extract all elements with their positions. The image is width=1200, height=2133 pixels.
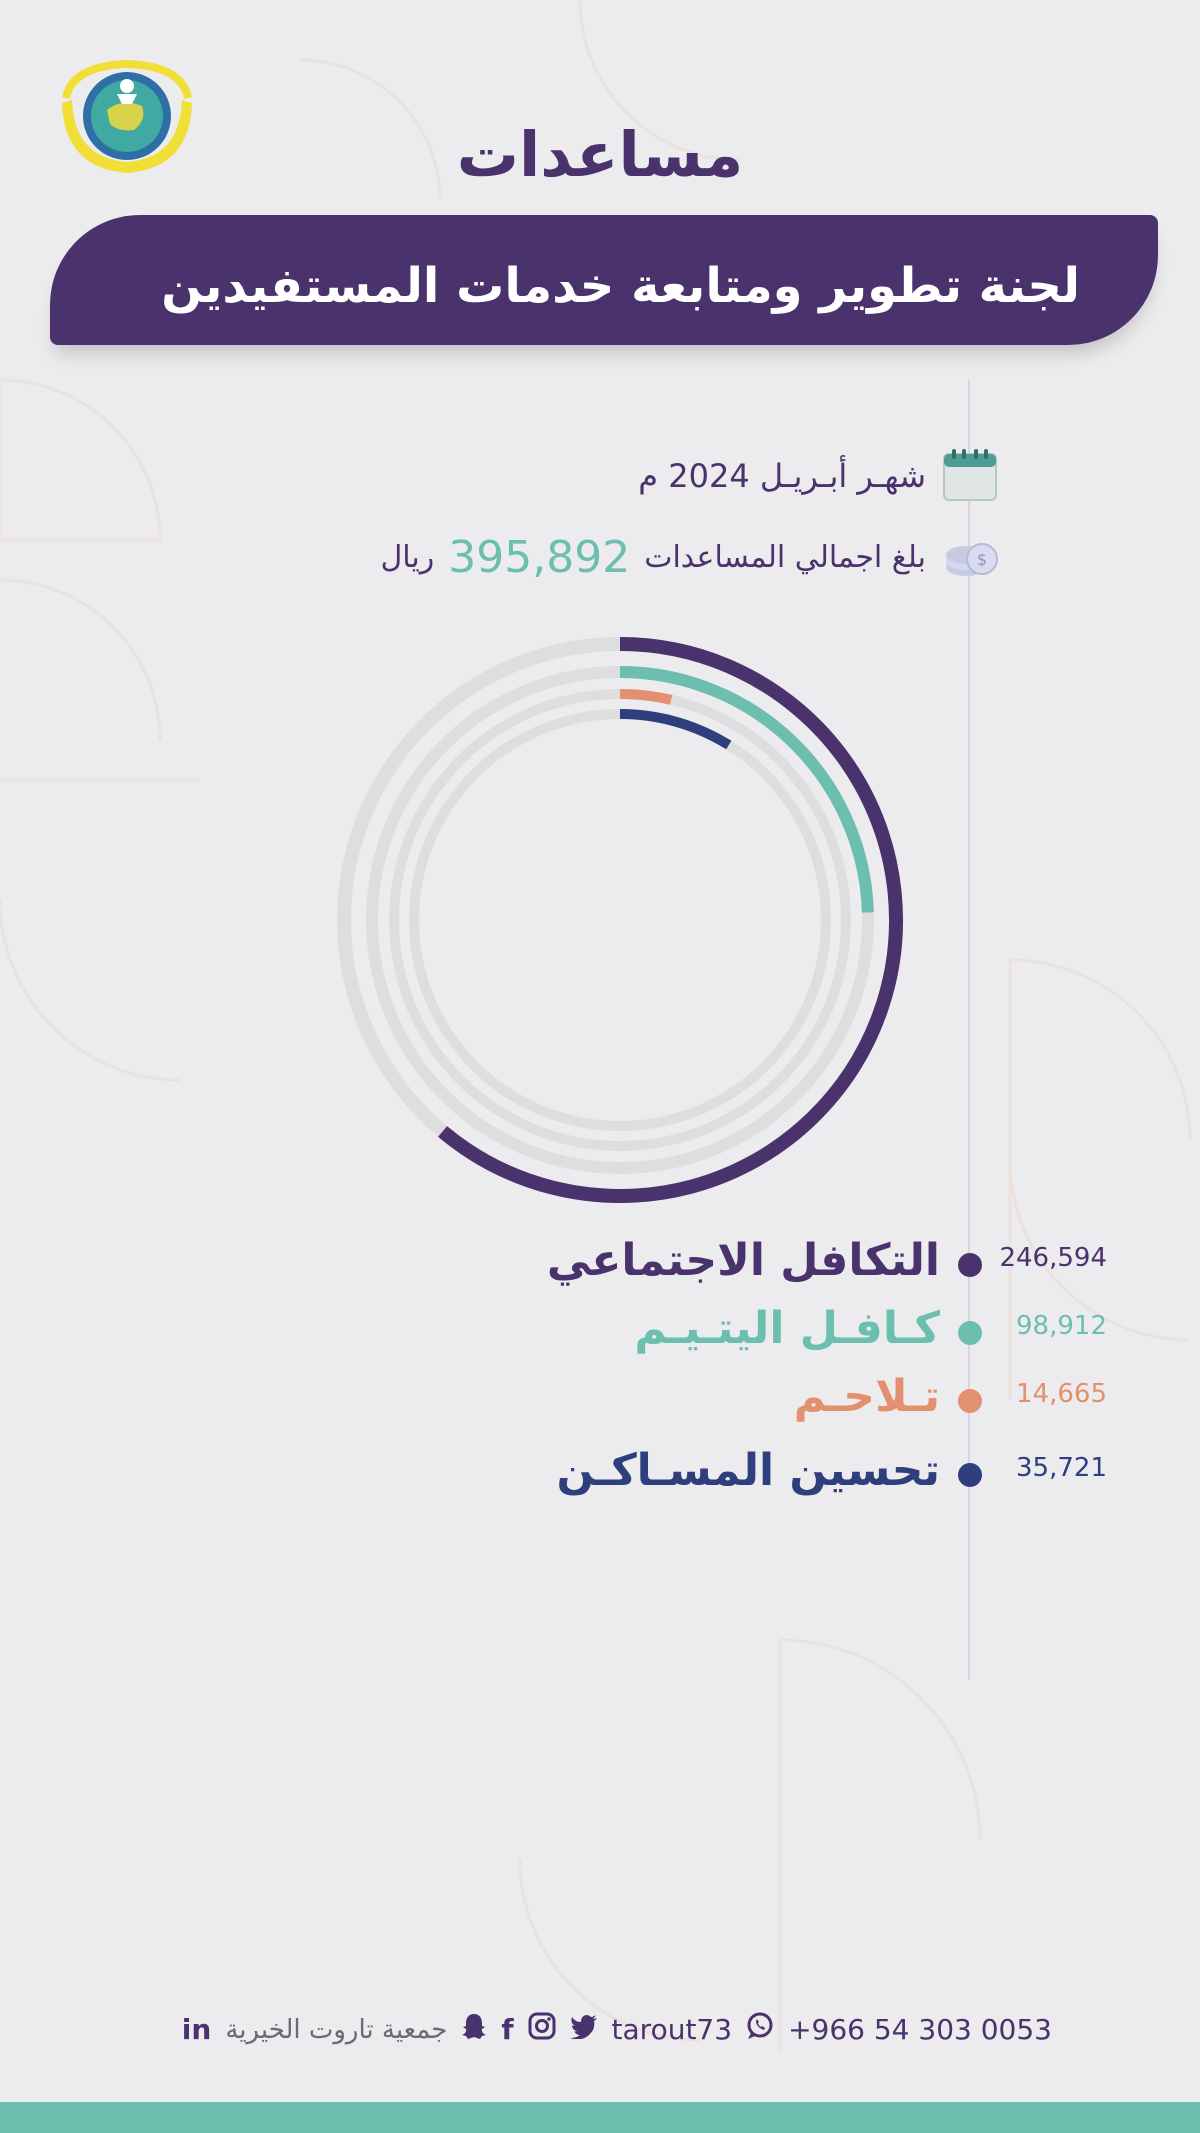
footer-contacts: in جمعية تاروت الخيرية f tarout73 +966 5… <box>182 2012 1052 2047</box>
subtitle-banner <box>50 215 1158 345</box>
legend-value: 35,721 <box>1016 1453 1107 1483</box>
legend-item-talahum: تـلاحـم 14,665 <box>0 1371 1200 1431</box>
total-value: 395,892 <box>448 531 631 583</box>
total-unit: ريال <box>380 539 435 575</box>
legend-dot <box>958 1253 982 1277</box>
ring-arc-2 <box>619 689 673 705</box>
coins-icon: $ <box>940 527 1000 587</box>
page-title: مساعدات <box>456 118 744 191</box>
ring-track <box>389 689 851 1151</box>
legend-value: 98,912 <box>1016 1311 1107 1341</box>
whatsapp-icon[interactable] <box>746 2012 774 2047</box>
org-name: جمعية تاروت الخيرية <box>225 2014 448 2045</box>
legend-dot <box>958 1389 982 1413</box>
legend-label: التكافل الاجتماعي <box>546 1235 940 1286</box>
legend-label: كـافـل اليتـيـم <box>634 1303 940 1354</box>
total-row: $ بلغ اجمالي المساعدات 395,892 ريال <box>380 527 1000 587</box>
legend-dot <box>958 1321 982 1345</box>
legend-item-social: التكافل الاجتماعي 246,594 <box>0 1235 1200 1295</box>
facebook-icon[interactable]: f <box>501 2013 514 2046</box>
snapchat-icon[interactable] <box>461 2012 487 2047</box>
radial-bar-chart <box>337 637 903 1203</box>
legend-label: تحسين المسـاكـن <box>556 1445 940 1496</box>
phone-number[interactable]: +966 54 303 0053 <box>788 2013 1052 2046</box>
calendar-icon <box>940 446 1000 506</box>
legend-value: 246,594 <box>999 1243 1107 1273</box>
month-label: شهـر أبـريـل 2024 م <box>638 457 926 495</box>
svg-text:$: $ <box>977 550 987 569</box>
twitter-icon[interactable] <box>569 2013 598 2046</box>
legend-item-housing: تحسين المسـاكـن 35,721 <box>0 1445 1200 1505</box>
ring-arc-0 <box>438 637 903 1203</box>
twitter-handle[interactable]: tarout73 <box>611 2013 733 2046</box>
organization-logo <box>62 59 192 173</box>
instagram-icon[interactable] <box>528 2012 556 2047</box>
bottom-bar <box>0 2102 1200 2133</box>
ring-arc-1 <box>619 666 874 913</box>
banner-subtitle: لجنة تطوير ومتابعة خدمات المستفيدين <box>161 258 1080 314</box>
legend-value: 14,665 <box>1016 1379 1107 1409</box>
divider-line <box>968 380 970 1680</box>
month-row: شهـر أبـريـل 2024 م <box>638 446 1000 506</box>
legend-dot <box>958 1463 982 1487</box>
linkedin-icon[interactable]: in <box>181 2013 212 2046</box>
legend-item-orphan: كـافـل اليتـيـم 98,912 <box>0 1303 1200 1363</box>
ring-track <box>409 709 831 1131</box>
total-label: بلغ اجمالي المساعدات <box>644 539 926 575</box>
legend-label: تـلاحـم <box>793 1371 940 1422</box>
ring-arc-3 <box>619 709 732 750</box>
